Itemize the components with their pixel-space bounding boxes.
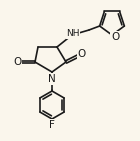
- Text: N: N: [48, 74, 56, 84]
- Text: NH: NH: [66, 29, 80, 38]
- Text: F: F: [49, 120, 55, 130]
- Text: O: O: [13, 57, 21, 67]
- Text: O: O: [111, 32, 119, 42]
- Text: O: O: [78, 49, 86, 59]
